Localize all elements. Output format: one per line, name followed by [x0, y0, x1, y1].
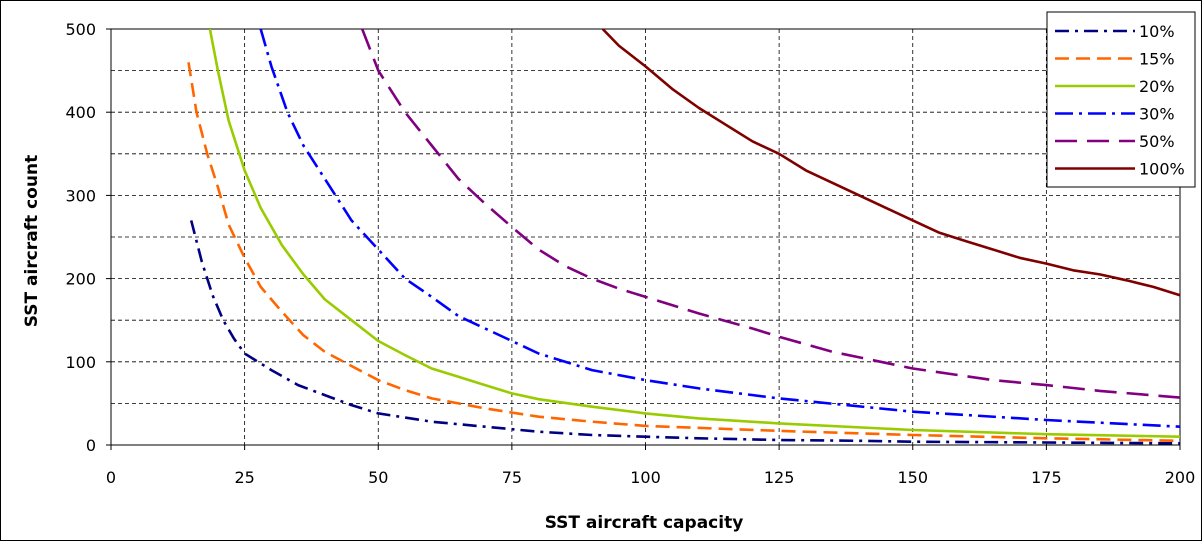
y-axis-title: SST aircraft count: [22, 155, 42, 327]
x-tick-label: 175: [1031, 468, 1062, 487]
x-tick-label: 50: [368, 468, 388, 487]
x-tick-label: 200: [1165, 468, 1196, 487]
series-line-6: [601, 29, 1180, 297]
legend-label-4: 30%: [1139, 105, 1175, 124]
y-tick-label: 500: [65, 20, 96, 39]
y-tick-label: 200: [65, 270, 96, 289]
y-tick-label: 100: [65, 353, 96, 372]
x-tick-label: 25: [234, 468, 254, 487]
y-tick-label: 400: [65, 103, 96, 122]
x-tick-label: 0: [106, 468, 116, 487]
x-tick-label: 125: [764, 468, 795, 487]
x-tick-label: 75: [502, 468, 522, 487]
y-tick-label: 0: [86, 436, 96, 455]
x-axis-ticks: 0 25 50 75 100 125 150 175 200: [106, 445, 1195, 487]
legend-label-5: 50%: [1139, 132, 1175, 151]
series-line-2: [187, 62, 1180, 443]
legend-label-1: 10%: [1139, 22, 1175, 41]
series-line-4: [259, 29, 1180, 428]
series-line-1: [189, 220, 1180, 445]
legend-label-2: 15%: [1139, 50, 1175, 69]
x-tick-label: 100: [630, 468, 661, 487]
x-axis-title: SST aircraft capacity: [545, 513, 744, 533]
y-tick-label: 300: [65, 186, 96, 205]
legend: 10% 15% 20% 30% 50% 100%: [1046, 11, 1196, 188]
x-tick-label: 150: [897, 468, 928, 487]
series-lines: [187, 29, 1180, 445]
series-line-3: [208, 29, 1180, 438]
y-axis-ticks: 0 100 200 300 400 500: [65, 20, 111, 455]
legend-label-3: 20%: [1139, 77, 1175, 96]
legend-label-6: 100%: [1139, 160, 1185, 179]
legend-box: [1046, 11, 1196, 188]
